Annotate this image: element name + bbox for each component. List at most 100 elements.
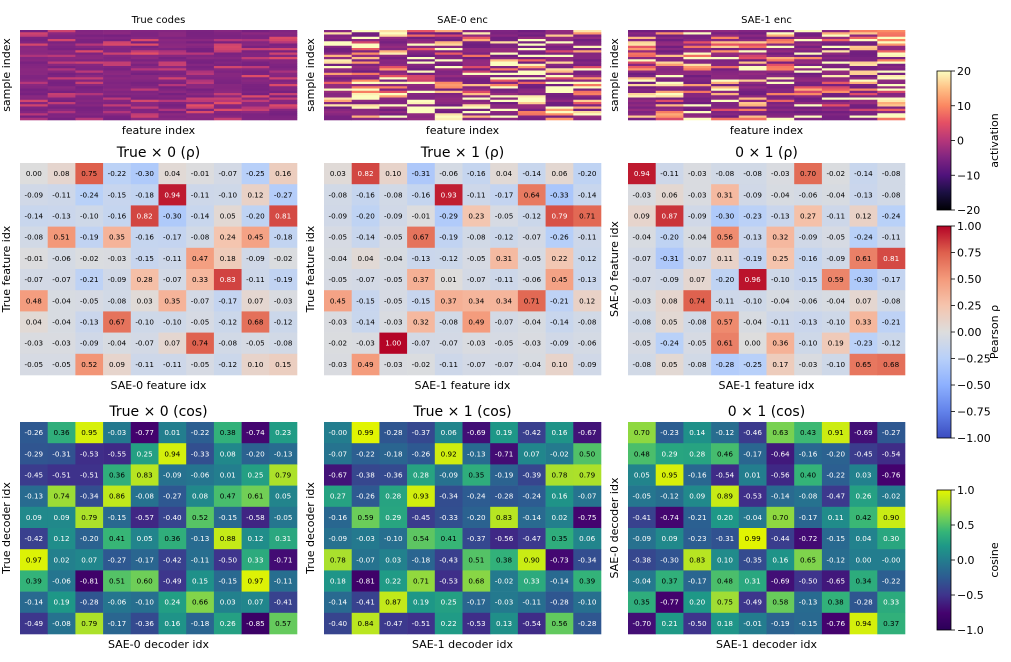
- cell-value-label: -0.14: [25, 212, 44, 221]
- heatmap-cell: [241, 443, 270, 465]
- heatmap-cell: [655, 485, 684, 508]
- heatmap-cell: [490, 68, 519, 71]
- cell-value-label: 0.74: [54, 492, 70, 501]
- cell-value-label: 0.45: [551, 275, 567, 284]
- heatmap-cell: [877, 591, 906, 614]
- cell-value-label: 0.24: [164, 598, 180, 607]
- cell-value-label: 0.13: [496, 619, 512, 628]
- heatmap-cell: [434, 95, 463, 98]
- heatmap-cell: [738, 84, 767, 87]
- cell-value-label: -0.08: [688, 360, 707, 369]
- cell-value-label: -0.05: [522, 254, 541, 263]
- heatmap-cell: [103, 93, 132, 96]
- cell-value-label: 0.14: [689, 428, 705, 437]
- heatmap-cell: [628, 36, 656, 40]
- cell-value-label: 0.63: [772, 428, 788, 437]
- heatmap-cell: [241, 506, 270, 529]
- heatmap-cell: [351, 115, 380, 119]
- heatmap-cell: [186, 115, 215, 119]
- cell-value-label: -0.22: [356, 449, 375, 458]
- heatmap-cell: [766, 111, 795, 114]
- heatmap-cell: [711, 269, 740, 291]
- heatmap-cell: [213, 68, 242, 71]
- heatmap-cell: [517, 464, 546, 486]
- heatmap-cell: [711, 184, 740, 206]
- colorbar-tick-label: 10: [957, 100, 971, 113]
- heatmap-cell: [186, 30, 215, 33]
- heatmap-cell: [628, 117, 656, 121]
- heatmap-cell: [434, 61, 463, 65]
- cell-value-label: 0.09: [26, 513, 42, 522]
- cell-value-label: -0.03: [329, 360, 348, 369]
- heatmap-cell: [213, 48, 242, 51]
- cell-value-label: -0.11: [467, 190, 486, 199]
- cell-value-label: -0.29: [439, 212, 458, 221]
- cell-value-label: -0.71: [495, 449, 514, 458]
- cell-value-label: 0.35: [551, 534, 567, 543]
- heatmap-cell: [821, 57, 850, 60]
- heatmap-cell: [462, 290, 491, 312]
- heatmap-cell: [351, 66, 380, 69]
- y-axis-label: True decoder idx: [304, 482, 317, 575]
- heatmap-cell: [821, 34, 850, 38]
- cell-value-label: -0.47: [522, 534, 541, 543]
- cell-value-label: 0.19: [413, 598, 429, 607]
- heatmap-cell: [877, 30, 906, 33]
- cell-value-label: -0.12: [826, 555, 845, 564]
- heatmap-cell: [269, 422, 298, 444]
- heatmap-cell: [877, 104, 906, 107]
- heatmap-cell: [269, 61, 298, 65]
- heatmap-cell: [821, 59, 850, 62]
- heatmap-cell: [158, 115, 187, 119]
- cell-value-label: 0.12: [54, 534, 70, 543]
- heatmap-cell: [379, 443, 408, 465]
- heatmap-cell: [379, 50, 408, 53]
- heatmap-cell: [821, 70, 850, 74]
- cell-value-label: 0.45: [330, 296, 346, 305]
- heatmap-cell: [545, 63, 574, 67]
- heatmap-cell: [20, 117, 48, 121]
- heatmap-cell: [241, 39, 270, 42]
- heatmap-cell: [379, 612, 408, 635]
- heatmap-cell: [103, 570, 132, 592]
- y-axis-label: True feature idx: [304, 225, 317, 313]
- heatmap-cell: [213, 591, 242, 614]
- cell-value-label: -0.10: [384, 534, 403, 543]
- heatmap-cell: [241, 113, 270, 116]
- heatmap-cell: [158, 88, 187, 92]
- cell-value-label: -0.33: [191, 449, 210, 458]
- heatmap-cell: [849, 311, 878, 333]
- cell-value-label: -0.10: [163, 318, 182, 327]
- heatmap-cell: [20, 66, 48, 69]
- heatmap-cell: [324, 59, 352, 62]
- cell-value-label: 0.82: [137, 212, 153, 221]
- cell-value-label: -0.02: [80, 254, 99, 263]
- cell-value-label: -0.28: [854, 598, 873, 607]
- heatmap-cell: [738, 464, 767, 486]
- heatmap-cell: [490, 36, 519, 40]
- cell-value-label: -0.08: [882, 190, 901, 199]
- heatmap-cell: [738, 36, 767, 40]
- cell-value-label: -0.34: [80, 492, 99, 501]
- cell-value-label: 0.04: [496, 169, 512, 178]
- heatmap-cell: [877, 50, 906, 53]
- cell-value-label: -0.16: [356, 190, 375, 199]
- heatmap-cell: [655, 43, 684, 47]
- heatmap-cell: [213, 311, 242, 333]
- heatmap-cell: [213, 443, 242, 465]
- heatmap-cell: [794, 506, 823, 529]
- heatmap-cell: [490, 77, 519, 80]
- cell-value-label: -0.74: [660, 513, 679, 522]
- heatmap-cell: [849, 36, 878, 40]
- heatmap-cell: [877, 93, 906, 96]
- cell-value-label: -0.04: [633, 233, 652, 242]
- heatmap-cell: [490, 34, 519, 38]
- heatmap-cell: [434, 63, 463, 67]
- heatmap-cell: [213, 612, 242, 635]
- cell-value-label: -0.03: [356, 339, 375, 348]
- heatmap-cell: [130, 269, 159, 291]
- heatmap-cell: [75, 90, 104, 94]
- cell-value-label: 0.97: [26, 555, 42, 564]
- heatmap-cell: [20, 72, 48, 76]
